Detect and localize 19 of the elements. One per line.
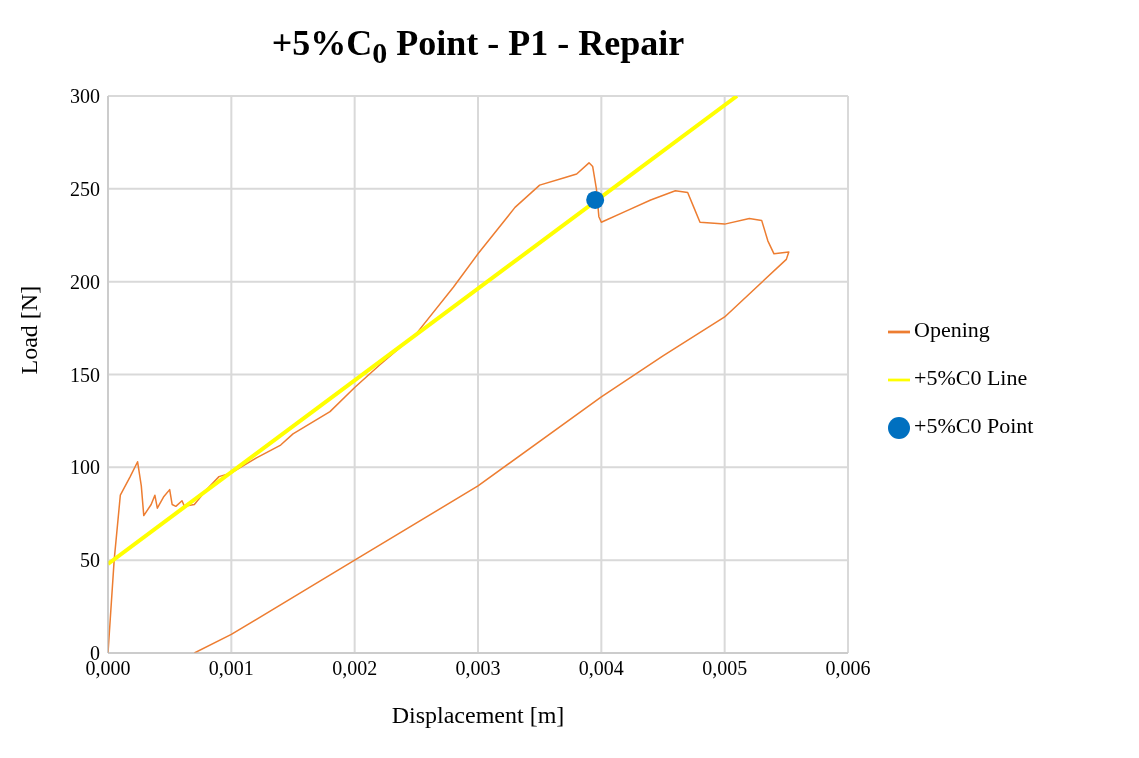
legend-label: +5%C0 Line: [914, 365, 1028, 390]
y-tick-label: 150: [70, 363, 100, 386]
x-tick-label: 0,002: [332, 657, 378, 680]
x-tick-label: 0,006: [825, 657, 871, 680]
x-axis-title: Displacement [m]: [391, 702, 565, 728]
y-tick-label: 300: [70, 85, 100, 107]
y-tick-label: 100: [70, 456, 100, 479]
y-axis-title: Load [N]: [15, 285, 42, 375]
chart-title: +5%C$_{0}$ Point - P1 - Repair: [270, 22, 686, 72]
x-tick-label: 0,003: [455, 657, 501, 680]
x-tick-label: 0,005: [702, 657, 748, 680]
legend-label: Opening: [914, 317, 990, 342]
x-tick-label: 0,004: [578, 657, 624, 680]
y-tick-label: 50: [80, 549, 100, 572]
legend-label: +5%C0 Point: [914, 413, 1034, 438]
x-tick-label: 0,001: [208, 657, 254, 680]
y-tick-label: 200: [70, 270, 100, 293]
line-series: [108, 162, 790, 653]
y-tick-label: 250: [70, 177, 100, 200]
